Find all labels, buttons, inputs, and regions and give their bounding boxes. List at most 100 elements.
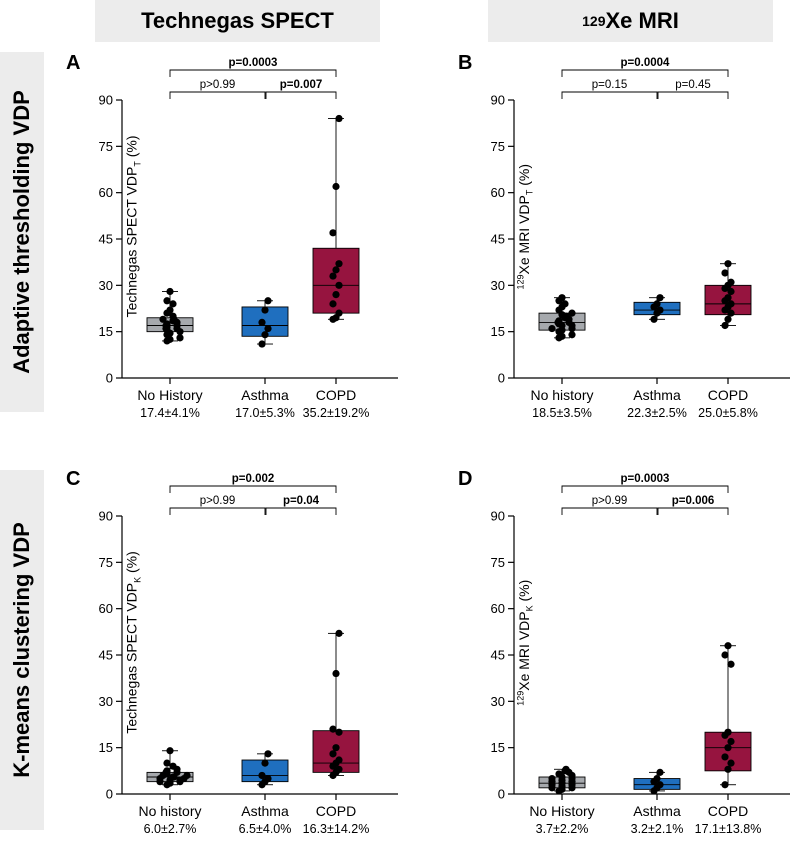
panel-letter: A bbox=[66, 52, 81, 74]
group-stat-label: 17.0±5.3% bbox=[235, 406, 295, 420]
data-point bbox=[329, 725, 337, 733]
bracket-line bbox=[657, 91, 729, 99]
p-value-label: p=0.0003 bbox=[229, 57, 278, 69]
group-stat-label: 35.2±19.2% bbox=[303, 406, 370, 420]
data-point bbox=[332, 182, 340, 191]
data-point bbox=[724, 744, 732, 752]
data-point bbox=[721, 753, 729, 761]
data-point bbox=[568, 331, 576, 339]
chart-svg: 0 15 30 45 60 75 90 No History 17.4±4.1% Asthma 17… bbox=[99, 57, 398, 420]
panel-letter: C bbox=[66, 468, 81, 490]
p-value-label: p=0.04 bbox=[283, 495, 320, 507]
significance-bracket: p=0.0003 bbox=[169, 57, 337, 77]
p-value-label: p=0.0003 bbox=[621, 473, 670, 485]
data-point bbox=[264, 750, 272, 758]
data-point bbox=[656, 781, 664, 789]
y-tick-label: 30 bbox=[491, 694, 505, 709]
data-point bbox=[650, 315, 658, 323]
row-header-kmeans: K-means clustering VDP bbox=[0, 470, 44, 830]
box-group bbox=[241, 297, 289, 348]
panel-letter: D bbox=[458, 468, 473, 490]
p-value-label: p=0.15 bbox=[592, 79, 628, 91]
panel-a: A Technegas SPECT VDPT (%) 0 15 30 45 60 75 90 No… bbox=[48, 52, 448, 432]
data-point bbox=[653, 774, 661, 783]
y-tick-label: 45 bbox=[491, 232, 505, 247]
data-point bbox=[169, 312, 177, 320]
data-point bbox=[335, 281, 343, 289]
bracket-line bbox=[561, 91, 658, 99]
data-point bbox=[258, 771, 266, 780]
y-tick-label: 60 bbox=[99, 185, 113, 200]
group-stat-label: 25.0±5.8% bbox=[698, 406, 758, 420]
y-tick-label: 0 bbox=[498, 371, 505, 386]
group-stat-label: 18.5±3.5% bbox=[532, 406, 592, 420]
significance-bracket: p>0.99 bbox=[169, 495, 266, 515]
p-value-label: p=0.0004 bbox=[621, 57, 671, 69]
data-point bbox=[548, 774, 556, 783]
data-point bbox=[561, 300, 569, 308]
data-point bbox=[335, 629, 343, 637]
data-point bbox=[258, 340, 266, 348]
significance-bracket: p=0.15 bbox=[561, 79, 658, 99]
box-group bbox=[146, 287, 194, 345]
bracket-line bbox=[657, 507, 729, 515]
data-point bbox=[727, 300, 735, 308]
y-tick-label: 0 bbox=[106, 787, 113, 802]
column-header-technegas-text: Technegas SPECT bbox=[141, 8, 334, 33]
chart-svg: 0 15 30 45 60 75 90 No history 6.0±2.7% Asthma 6.5… bbox=[99, 473, 398, 836]
data-point bbox=[724, 765, 732, 773]
y-tick-label: 60 bbox=[99, 601, 113, 616]
y-tick-label: 0 bbox=[498, 787, 505, 802]
data-point bbox=[727, 660, 735, 668]
bracket-line bbox=[561, 485, 729, 493]
p-value-label: p=0.45 bbox=[675, 79, 711, 91]
bracket-line bbox=[265, 91, 337, 99]
box-group bbox=[704, 642, 752, 789]
significance-bracket: p=0.007 bbox=[265, 79, 337, 99]
bracket-line bbox=[561, 69, 729, 77]
data-point bbox=[264, 774, 272, 783]
data-point bbox=[329, 300, 337, 308]
y-tick-label: 75 bbox=[491, 139, 505, 154]
panel-c: C Technegas SPECT VDPK (%) 0 15 30 45 60 75 90 No… bbox=[48, 468, 448, 848]
y-tick-label: 15 bbox=[491, 324, 505, 339]
y-tick-label: 90 bbox=[99, 509, 113, 524]
group-stat-label: 22.3±2.5% bbox=[627, 406, 687, 420]
panel-b: B 129Xe MRI VDPT (%) 0 15 30 45 60 75 90 No histo… bbox=[440, 52, 809, 432]
data-point bbox=[724, 642, 732, 650]
data-point bbox=[159, 315, 167, 323]
y-tick-label: 45 bbox=[99, 648, 113, 663]
data-point bbox=[558, 294, 566, 302]
y-tick-label: 15 bbox=[99, 324, 113, 339]
data-point bbox=[163, 767, 171, 775]
data-point bbox=[332, 291, 340, 299]
y-tick-label: 90 bbox=[491, 93, 505, 108]
column-header-technegas: Technegas SPECT bbox=[95, 0, 380, 42]
box-group bbox=[633, 294, 681, 323]
significance-bracket: p=0.0003 bbox=[561, 473, 729, 493]
y-tick-label: 75 bbox=[491, 555, 505, 570]
x-tick-label: COPD bbox=[316, 387, 356, 403]
data-point bbox=[724, 315, 732, 323]
significance-bracket: p>0.99 bbox=[169, 79, 266, 99]
bracket-line bbox=[169, 69, 337, 77]
significance-bracket: p=0.006 bbox=[657, 495, 729, 515]
x-tick-label: Asthma bbox=[633, 803, 681, 819]
significance-bracket: p=0.04 bbox=[265, 495, 337, 515]
data-point bbox=[166, 747, 174, 755]
p-value-label: p>0.99 bbox=[200, 79, 236, 91]
box-group bbox=[312, 629, 360, 780]
y-tick-label: 30 bbox=[99, 278, 113, 293]
bracket-line bbox=[169, 91, 266, 99]
data-point bbox=[724, 728, 732, 736]
x-tick-label: COPD bbox=[708, 803, 748, 819]
data-point bbox=[329, 272, 337, 280]
column-header-xe-text: Xe MRI bbox=[605, 8, 679, 33]
data-point bbox=[329, 750, 337, 758]
x-tick-label: COPD bbox=[708, 387, 748, 403]
x-tick-label: No History bbox=[137, 387, 202, 403]
data-point bbox=[261, 759, 269, 767]
data-point bbox=[727, 287, 735, 296]
data-point bbox=[264, 324, 272, 333]
data-point bbox=[727, 737, 735, 746]
